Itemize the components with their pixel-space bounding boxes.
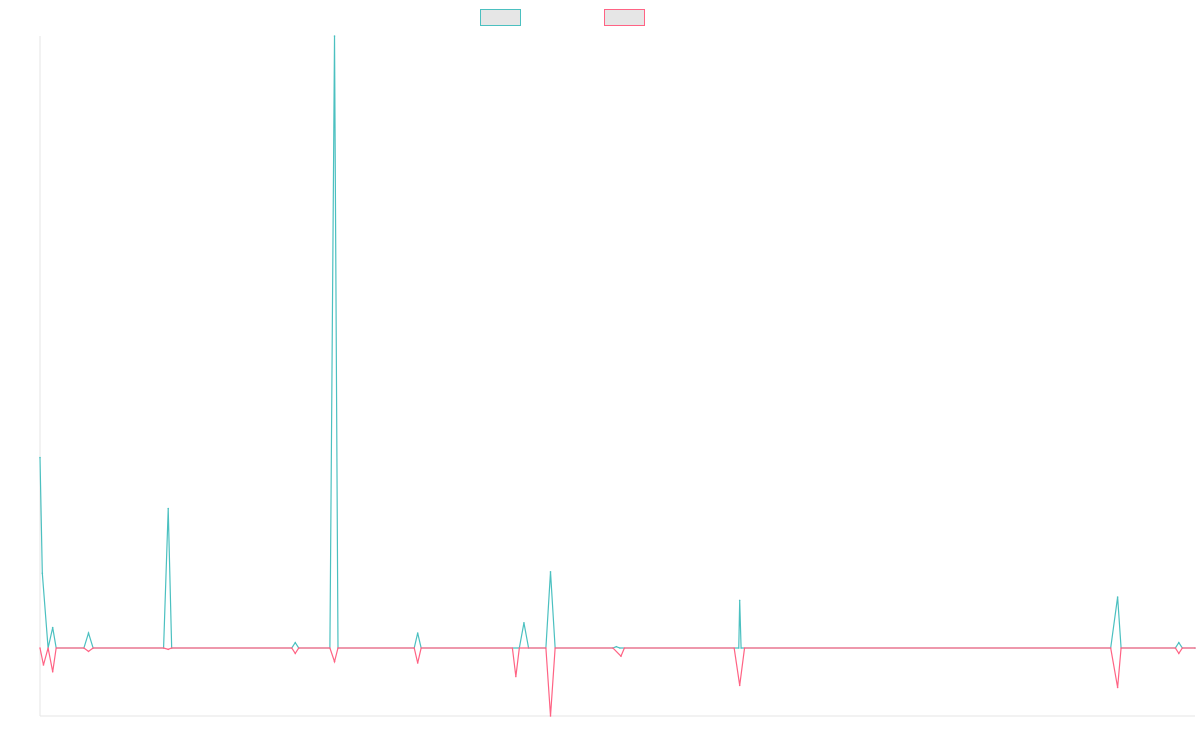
data-point[interactable] <box>733 647 735 649</box>
data-point[interactable] <box>1120 647 1122 649</box>
series-line <box>39 647 1195 717</box>
legend <box>480 9 645 26</box>
data-point[interactable] <box>554 647 556 649</box>
data-point[interactable] <box>1109 647 1112 649</box>
data-point[interactable] <box>518 647 521 649</box>
data-point[interactable] <box>55 647 57 649</box>
data-point[interactable] <box>738 599 741 602</box>
series-layer <box>39 35 1196 717</box>
legend-item[interactable] <box>480 9 521 26</box>
data-point[interactable] <box>623 647 626 649</box>
data-point[interactable] <box>39 456 41 459</box>
data-point[interactable] <box>47 647 49 649</box>
data-point[interactable] <box>297 647 300 649</box>
data-point[interactable] <box>42 664 45 666</box>
data-point[interactable] <box>1181 647 1184 649</box>
data-point[interactable] <box>41 572 44 574</box>
data-point[interactable] <box>413 647 416 649</box>
data-point[interactable] <box>87 632 90 634</box>
data-point[interactable] <box>515 675 517 678</box>
data-point[interactable] <box>1174 647 1177 649</box>
data-point[interactable] <box>170 647 173 649</box>
data-point[interactable] <box>87 650 90 653</box>
legend-swatch <box>604 9 645 26</box>
data-point[interactable] <box>416 632 419 634</box>
data-point[interactable] <box>615 645 618 648</box>
data-point[interactable] <box>743 647 746 649</box>
legend-item[interactable] <box>604 9 645 26</box>
legend-swatch <box>480 9 521 26</box>
series-1 <box>39 35 1196 649</box>
series-2 <box>39 647 1196 717</box>
data-point[interactable] <box>740 647 742 649</box>
data-point[interactable] <box>83 647 85 649</box>
data-point[interactable] <box>420 647 422 649</box>
data-point[interactable] <box>290 647 293 649</box>
data-point[interactable] <box>1116 686 1119 689</box>
series-line <box>39 35 1195 649</box>
data-point[interactable] <box>329 647 331 649</box>
data-point[interactable] <box>167 648 170 651</box>
axes <box>39 36 1195 717</box>
data-point[interactable] <box>511 647 514 649</box>
data-point[interactable] <box>51 626 54 629</box>
data-point[interactable] <box>162 647 165 649</box>
data-point[interactable] <box>549 571 552 573</box>
data-point[interactable] <box>545 647 547 649</box>
data-point[interactable] <box>1194 647 1196 649</box>
data-point[interactable] <box>333 660 336 663</box>
data-point[interactable] <box>92 647 94 649</box>
data-point[interactable] <box>1178 652 1180 655</box>
data-point[interactable] <box>620 655 622 657</box>
data-point[interactable] <box>294 641 297 644</box>
data-point[interactable] <box>738 684 741 687</box>
data-point[interactable] <box>294 652 297 655</box>
data-point[interactable] <box>549 715 552 717</box>
data-point[interactable] <box>337 647 339 649</box>
data-point[interactable] <box>1178 641 1180 644</box>
data-point[interactable] <box>619 647 621 649</box>
data-point[interactable] <box>523 622 525 624</box>
data-point[interactable] <box>1116 596 1119 598</box>
data-point[interactable] <box>737 647 740 649</box>
data-point[interactable] <box>416 662 419 664</box>
data-point[interactable] <box>612 647 614 649</box>
data-point[interactable] <box>333 35 336 37</box>
data-point[interactable] <box>167 507 170 510</box>
data-point[interactable] <box>51 671 54 673</box>
data-point[interactable] <box>39 647 41 649</box>
